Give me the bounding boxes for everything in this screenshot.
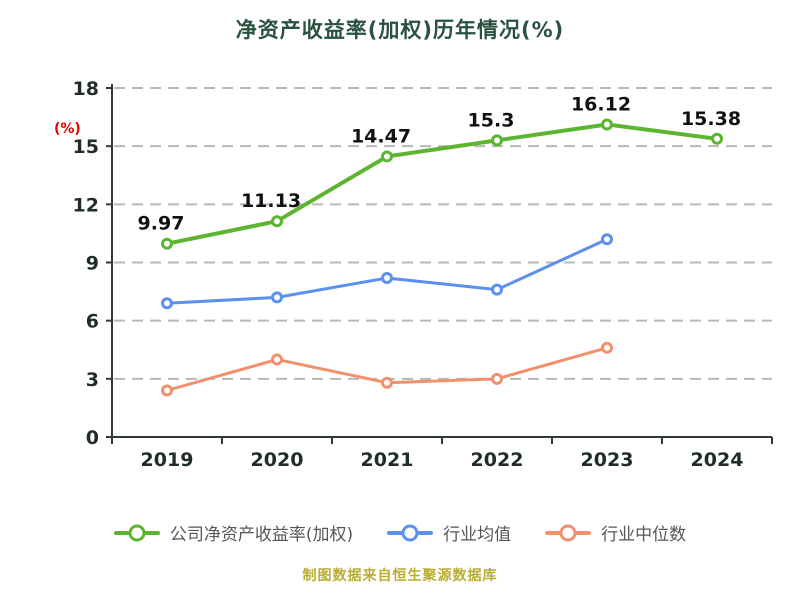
- svg-text:11.13: 11.13: [241, 190, 301, 212]
- svg-text:16.12: 16.12: [571, 93, 631, 115]
- svg-text:0: 0: [86, 427, 99, 449]
- legend-item-industry-mean: 行业均值: [387, 520, 511, 545]
- legend: 公司净资产收益率(加权) 行业均值 行业中位数: [0, 520, 800, 545]
- legend-dot-industry-mean: [401, 524, 419, 541]
- svg-text:12: 12: [73, 194, 99, 216]
- legend-label-industry-mean: 行业均值: [443, 525, 512, 545]
- legend-label-industry-median: 行业中位数: [601, 525, 687, 545]
- legend-dot-industry-median: [559, 524, 577, 541]
- legend-label-company-roe: 公司净资产收益率(加权): [169, 525, 354, 545]
- svg-text:2019: 2019: [141, 449, 194, 471]
- svg-text:6: 6: [86, 311, 99, 333]
- svg-text:2020: 2020: [251, 449, 304, 471]
- legend-dot-company-roe: [128, 524, 146, 541]
- svg-text:2022: 2022: [471, 449, 524, 471]
- svg-text:2021: 2021: [361, 449, 414, 471]
- legend-item-industry-median: 行业中位数: [545, 520, 686, 545]
- svg-text:3: 3: [86, 369, 99, 391]
- source-caption: 制图数据来自恒生聚源数据库: [302, 568, 498, 584]
- svg-text:9.97: 9.97: [138, 213, 185, 235]
- legend-item-company-roe: 公司净资产收益率(加权): [113, 520, 354, 545]
- legend-marker-company-roe-icon: [113, 524, 160, 542]
- svg-text:18: 18: [73, 78, 99, 100]
- svg-text:2024: 2024: [691, 449, 744, 471]
- svg-text:9: 9: [86, 253, 99, 275]
- chart-title: 净资产收益率(加权)历年情况(%): [235, 18, 565, 42]
- svg-text:2023: 2023: [581, 449, 634, 471]
- legend-marker-industry-mean-icon: [387, 524, 434, 542]
- svg-text:15.3: 15.3: [468, 109, 515, 131]
- svg-text:15.38: 15.38: [681, 108, 741, 130]
- svg-text:14.47: 14.47: [351, 125, 411, 147]
- legend-marker-industry-median-icon: [545, 524, 592, 542]
- svg-text:(%): (%): [54, 121, 81, 137]
- svg-text:15: 15: [73, 136, 99, 158]
